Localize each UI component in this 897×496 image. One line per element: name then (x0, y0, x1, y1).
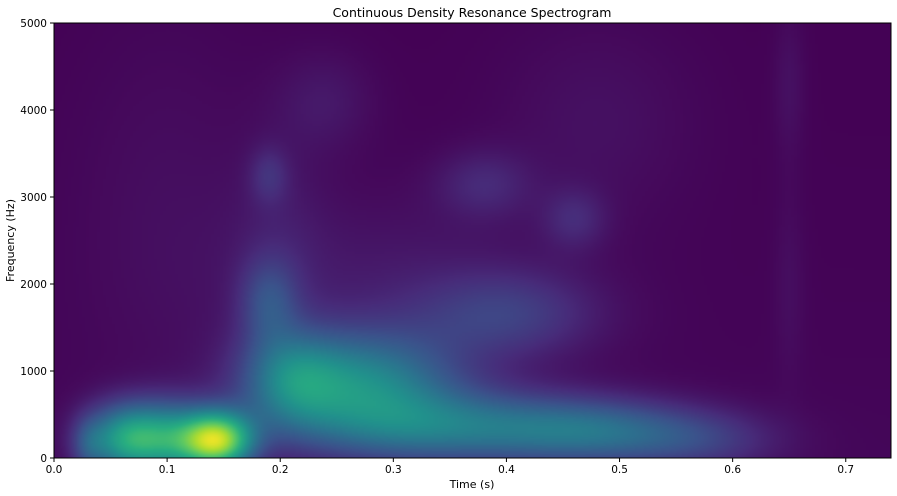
x-axis-ticks: 0.0 0.1 0.2 0.3 0.4 0.5 0.6 0.7 (46, 458, 854, 476)
x-tick-label: 0.6 (724, 464, 741, 476)
x-tick-label: 0.1 (159, 464, 176, 476)
plot-frame (53, 22, 892, 459)
x-tick-label: 0.2 (272, 464, 289, 476)
x-tick-label: 0.0 (46, 464, 63, 476)
x-tick-label: 0.7 (837, 464, 854, 476)
spectrogram-heatmap (54, 23, 891, 458)
x-axis-label: Time (s) (449, 478, 495, 491)
x-tick-label: 0.5 (611, 464, 628, 476)
y-tick-label: 1000 (20, 366, 47, 378)
y-tick-label: 5000 (20, 18, 47, 30)
y-tick-label: 4000 (20, 105, 47, 117)
y-tick-label: 0 (40, 453, 47, 465)
y-axis-ticks: 0 1000 2000 3000 4000 5000 (20, 18, 54, 465)
y-axis-label: Frequency (Hz) (4, 199, 17, 282)
x-tick-label: 0.3 (385, 464, 402, 476)
y-tick-label: 3000 (20, 192, 47, 204)
x-tick-label: 0.4 (498, 464, 515, 476)
chart-title: Continuous Density Resonance Spectrogram (333, 5, 612, 20)
y-tick-label: 2000 (20, 279, 47, 291)
